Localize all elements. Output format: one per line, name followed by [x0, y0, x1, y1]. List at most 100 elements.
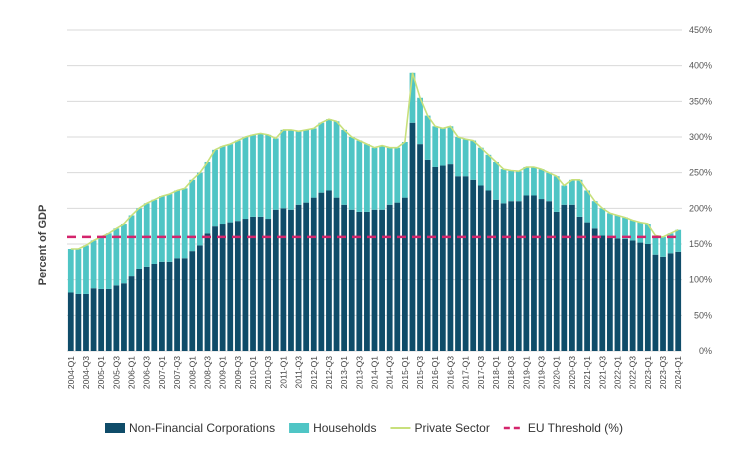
bar-segment [113, 285, 120, 351]
bar-segment [128, 215, 135, 277]
y-tick-label: 200% [689, 203, 712, 213]
bar-segment [105, 288, 112, 351]
bar-segment [538, 169, 545, 200]
bar-segment [553, 211, 560, 351]
bar-segment [303, 202, 310, 351]
bar-segment [622, 217, 628, 240]
x-tick-label: 2008-Q3 [202, 356, 212, 389]
bar-segment [250, 216, 256, 351]
bar-segment [531, 195, 537, 351]
bar-segment [143, 203, 150, 267]
bar-segment [121, 224, 127, 284]
bar-segment [629, 220, 636, 241]
bar-segment [295, 204, 302, 351]
bar-segment [204, 233, 211, 351]
bar-segment [553, 176, 560, 212]
bar-segment [667, 253, 674, 351]
bar-segment [341, 129, 348, 205]
bar-segment [272, 209, 279, 351]
bar-segment [166, 261, 173, 351]
x-tick-label: 2015-Q3 [415, 356, 425, 389]
y-tick-label: 0% [699, 346, 712, 356]
bar-segment [515, 171, 522, 202]
x-tick-label: 2004-Q1 [66, 356, 76, 389]
bar-segment [394, 202, 401, 351]
bar-segment [500, 203, 507, 351]
bar-segment [333, 197, 340, 351]
bar-segment [379, 209, 385, 351]
bar-segment [212, 226, 218, 351]
bar-segment [447, 126, 454, 165]
y-tick-label: 150% [689, 239, 712, 249]
bar-segment [105, 233, 112, 289]
bar-segment [288, 129, 294, 210]
bar-segment [493, 161, 499, 200]
bar-segment [90, 288, 97, 351]
bar-segment [181, 258, 188, 351]
bar-segment [531, 166, 537, 196]
bar-segment [417, 97, 423, 145]
bar-segment [151, 263, 158, 351]
bar-segment [401, 141, 408, 198]
bar-segment [174, 190, 180, 259]
bar-segment [523, 166, 530, 196]
bar-segment [500, 169, 507, 204]
bar-segment [561, 204, 568, 351]
bar-segment [424, 159, 431, 351]
x-tick-label: 2019-Q3 [537, 356, 547, 389]
bar-segment [584, 222, 590, 351]
bar-segment [326, 190, 332, 351]
x-tick-label: 2010-Q1 [248, 356, 258, 389]
bar-segment [439, 165, 446, 351]
bar-segment [386, 147, 393, 205]
legend-label: Households [313, 421, 376, 435]
bar-segment [584, 190, 590, 223]
bar-segment [606, 236, 613, 351]
bar-segment [128, 276, 135, 351]
bar-segment [432, 126, 439, 167]
bar-segment [67, 248, 74, 293]
x-tick-label: 2015-Q1 [400, 356, 410, 389]
x-tick-label: 2011-Q1 [278, 356, 288, 389]
bar-segment [234, 221, 241, 351]
bar-segment [318, 122, 325, 193]
bar-segment [83, 245, 89, 294]
bar-segment [675, 229, 682, 252]
x-tick-label: 2006-Q1 [127, 356, 137, 389]
bar-segment [364, 144, 370, 212]
bar-segment [637, 222, 644, 243]
bar-segment [113, 228, 120, 286]
bar-segment [667, 233, 674, 254]
x-tick-label: 2004-Q3 [81, 356, 91, 389]
x-tick-label: 2023-Q3 [658, 356, 668, 389]
bar-segment [348, 209, 355, 351]
x-tick-label: 2005-Q1 [96, 356, 106, 389]
bar-segment [75, 248, 82, 294]
x-tick-label: 2005-Q3 [111, 356, 121, 389]
bar-segment [288, 209, 294, 351]
x-tick-label: 2017-Q1 [461, 356, 471, 389]
bar-segment [303, 129, 310, 203]
bar-segment [546, 172, 553, 202]
bar-segment [462, 176, 469, 351]
x-tick-label: 2022-Q3 [628, 356, 638, 389]
y-tick-label: 300% [689, 132, 712, 142]
y-tick-label: 250% [689, 168, 712, 178]
x-tick-label: 2016-Q3 [445, 356, 455, 389]
bar-segment [234, 140, 241, 222]
bar-segment [295, 131, 302, 205]
bar-segment [515, 201, 522, 351]
x-tick-label: 2011-Q3 [294, 356, 304, 389]
bar-segment [227, 222, 234, 351]
bar-segment [219, 224, 226, 351]
bar-segment [576, 179, 583, 217]
bar-segment [401, 197, 408, 351]
bar-segment [417, 144, 423, 351]
bar-segment [280, 129, 287, 209]
bar-segment [219, 146, 226, 225]
bar-segment [204, 161, 211, 234]
bar-segment [637, 242, 644, 351]
bar-segment [189, 251, 196, 351]
bar-segment [159, 196, 165, 262]
